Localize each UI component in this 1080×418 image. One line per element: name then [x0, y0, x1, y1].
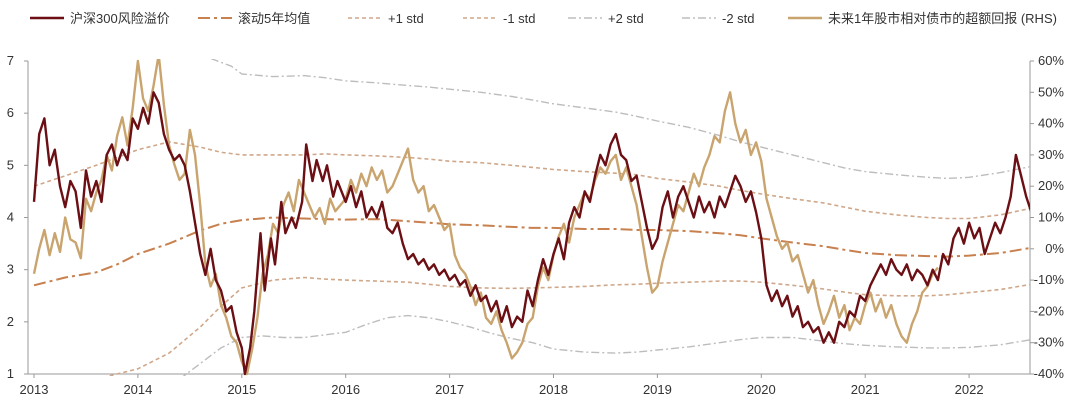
right-y-tick-label: -40% — [1034, 366, 1065, 381]
x-tick-label: 2013 — [20, 382, 49, 397]
x-tick-label: 2015 — [227, 382, 256, 397]
x-tick-label: 2016 — [331, 382, 360, 397]
axes: 1 2 3 4 5 6 7 -40% -30% -20% -10% 0% 10% 20% 30% 40% 50%… — [7, 53, 1065, 397]
left-y-tick-label: 4 — [7, 210, 14, 225]
x-tick-label: 2014 — [123, 382, 152, 397]
right-y-tick-label: -30% — [1034, 335, 1065, 350]
left-y-tick-label: 2 — [7, 314, 14, 329]
right-y-tick-label: 20% — [1038, 178, 1064, 193]
left-y-tick-label: 7 — [7, 53, 14, 68]
legend: 沪深300风险溢价 滚动5年均值 +1 std -1 std +2 std -2 std 未… — [30, 11, 1057, 26]
right-y-tick-label: 0% — [1045, 241, 1064, 256]
x-tick-label: 2018 — [539, 382, 568, 397]
legend-label-2-std: -2 std — [722, 11, 755, 26]
left-y-tick-label: 1 — [7, 366, 14, 381]
right-y-tick-label: 10% — [1038, 210, 1064, 225]
left-y-tick-label: 3 — [7, 262, 14, 277]
legend-label-1-std: -1 std — [503, 11, 536, 26]
series-line-1-rhs — [32, 59, 939, 376]
series-lines — [32, 59, 1030, 376]
x-tick-label: 2017 — [435, 382, 464, 397]
right-y-tick-label: 50% — [1038, 84, 1064, 99]
left-y-tick-label: 5 — [7, 157, 14, 172]
x-tick-label: 2020 — [747, 382, 776, 397]
right-y-tick-label: 40% — [1038, 116, 1064, 131]
series-line-5 — [33, 216, 1030, 287]
x-tick-label: 2022 — [955, 382, 984, 397]
series-line-2-std — [210, 59, 1030, 180]
series-line-2-std — [182, 314, 1030, 376]
right-y-tick-label: -10% — [1034, 272, 1065, 287]
series-line-300 — [32, 91, 1030, 376]
left-y-tick-label: 6 — [7, 105, 14, 120]
legend-label-300: 沪深300风险溢价 — [70, 11, 170, 26]
right-y-tick-label: -20% — [1034, 303, 1065, 318]
legend-label-5: 滚动5年均值 — [238, 11, 310, 26]
right-y-tick-label: 30% — [1038, 147, 1064, 162]
right-y-tick-label: 60% — [1038, 53, 1064, 68]
legend-label-1-rhs: 未来1年股市相对债市的超额回报 (RHS) — [828, 11, 1057, 26]
legend-label-2-std: +2 std — [608, 11, 644, 26]
series-line-1-std — [105, 276, 1030, 376]
legend-label-1-std: +1 std — [388, 11, 424, 26]
x-tick-label: 2019 — [643, 382, 672, 397]
x-tick-label: 2021 — [851, 382, 880, 397]
series-line-1-std — [33, 141, 1030, 220]
